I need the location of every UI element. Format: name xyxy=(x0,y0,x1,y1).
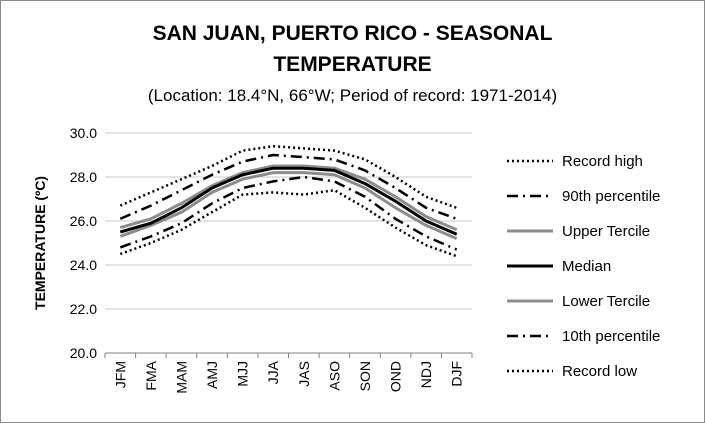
series-line-record-high xyxy=(119,144,458,209)
legend: Record high 90th percentile Upper Tercile M… xyxy=(507,153,660,380)
chart-title-line1: SAN JUAN, PUERTO RICO - SEASONAL xyxy=(152,22,553,45)
legend-label: Upper Tercile xyxy=(562,223,650,240)
series-line-record-low xyxy=(119,188,458,258)
x-tick-label: SON xyxy=(357,361,373,391)
legend-label: Record high xyxy=(562,153,643,170)
y-tick-label: 26.0 xyxy=(70,213,97,229)
series-line-10th-percentile xyxy=(119,175,458,251)
x-tick-label: FMA xyxy=(143,360,159,390)
x-tick-label: MJJ xyxy=(235,361,251,387)
y-tick-label: 30.0 xyxy=(70,125,97,141)
chart-subtitle: (Location: 18.4°N, 66°W; Period of recor… xyxy=(147,86,558,105)
x-tick-label: DJF xyxy=(449,361,465,387)
x-tick-label: JJA xyxy=(265,360,281,384)
y-tick-label: 28.0 xyxy=(70,169,97,185)
chart-title: SAN JUAN, PUERTO RICO - SEASONAL TEMPERA… xyxy=(0,18,705,80)
series-line-median xyxy=(119,166,458,236)
legend-label: Lower Tercile xyxy=(562,293,650,310)
gridlines xyxy=(105,132,472,310)
series-line-90th-percentile xyxy=(119,153,458,220)
tick-labels: 20.0 22.0 24.0 26.0 28.0 30.0 JFM FMA MAM AMJ MJJ J… xyxy=(70,125,465,394)
x-tick-label: MAM xyxy=(173,361,189,394)
series-lines xyxy=(119,144,458,258)
x-tick-label: AMJ xyxy=(204,361,220,389)
legend-label: 90th percentile xyxy=(562,188,660,205)
y-axis-title: TEMPERATURE (ºC) xyxy=(32,176,48,310)
x-tick-label: ASO xyxy=(326,361,342,391)
legend-label: 10th percentile xyxy=(562,328,660,345)
y-tick-label: 20.0 xyxy=(70,345,97,361)
chart-title-line2: TEMPERATURE xyxy=(273,53,432,76)
legend-label: Median xyxy=(562,258,611,275)
series-line-upper-tercile xyxy=(119,164,458,232)
x-tick-label: NDJ xyxy=(418,361,434,388)
y-tick-label: 22.0 xyxy=(70,301,97,317)
y-tick-label: 24.0 xyxy=(70,257,97,273)
x-tick-label: OND xyxy=(388,361,404,392)
axes xyxy=(104,352,473,358)
x-tick-label: JAS xyxy=(296,361,312,387)
legend-label: Record low xyxy=(562,363,637,380)
series-line-lower-tercile xyxy=(119,171,458,240)
x-tick-label: JFM xyxy=(112,361,128,388)
